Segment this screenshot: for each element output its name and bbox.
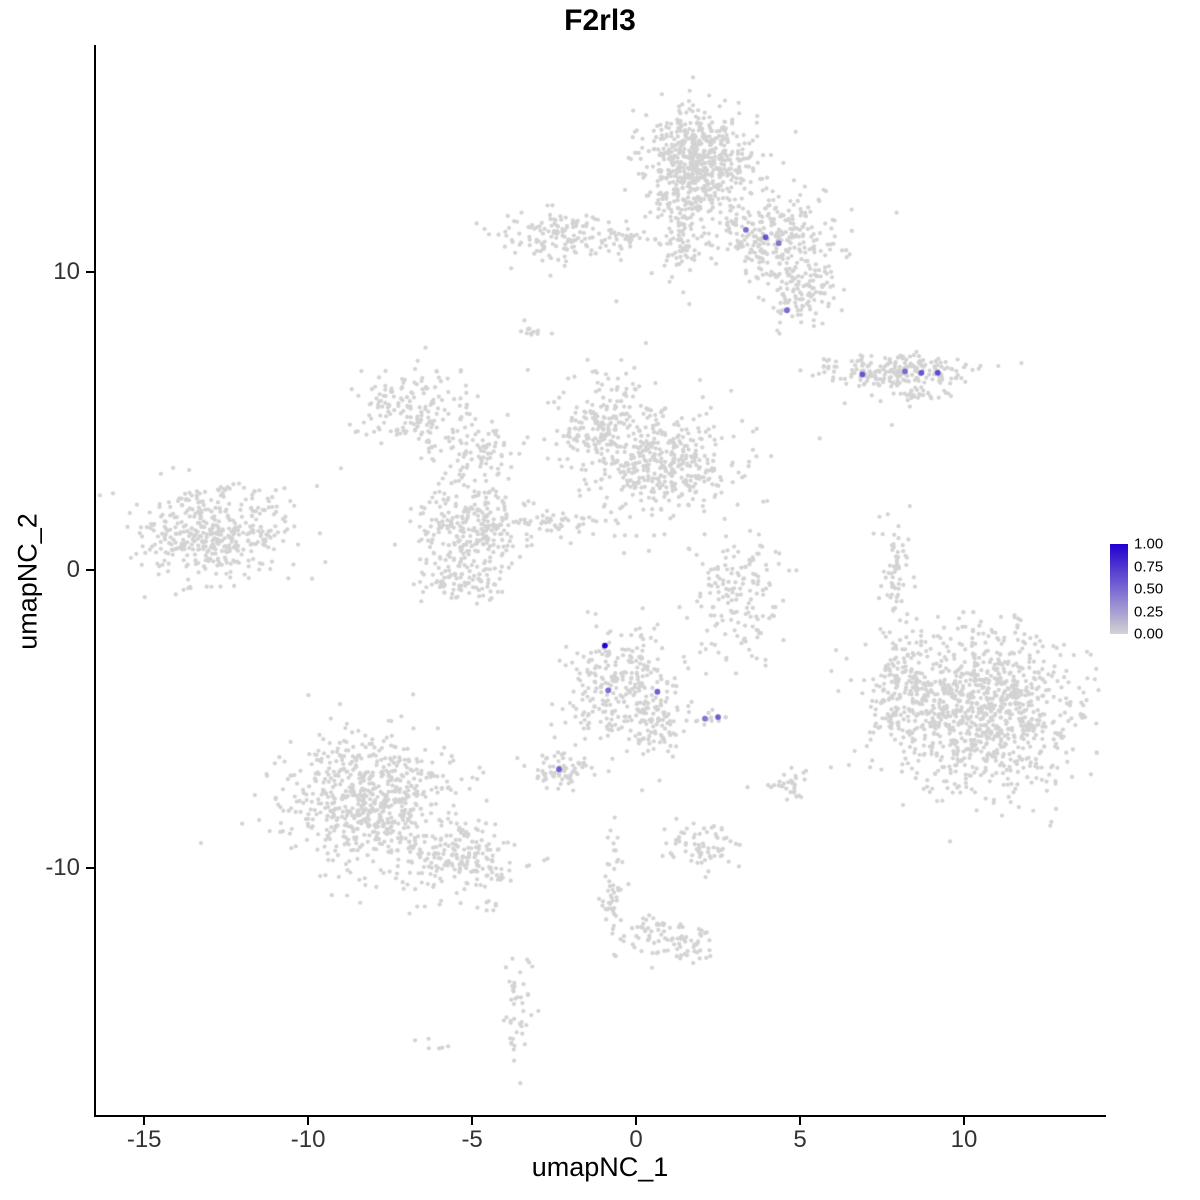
y-tick-mark — [86, 270, 94, 273]
x-tick-label: 0 — [629, 1126, 643, 1153]
x-tick-mark — [307, 1117, 310, 1125]
x-tick-label: -15 — [126, 1126, 162, 1153]
x-axis-line — [94, 1115, 1106, 1117]
y-tick-label: 0 — [66, 555, 80, 583]
y-tick-label: 10 — [53, 257, 80, 285]
x-tick-mark — [471, 1117, 474, 1125]
legend-tick-label: 0.00 — [1134, 625, 1164, 643]
legend-tick-label: 0.25 — [1134, 603, 1164, 620]
x-tick-label: -10 — [290, 1126, 326, 1153]
x-tick-label: 10 — [950, 1126, 978, 1153]
y-axis-title: umapNC_2 — [12, 513, 43, 650]
y-axis-line — [94, 45, 96, 1117]
legend-tick-label: 0.50 — [1134, 580, 1164, 598]
expression-legend: 1.00 0.75 0.50 0.25 0.00 — [1110, 536, 1198, 643]
x-tick-mark — [962, 1117, 965, 1125]
y-tick-mark — [86, 866, 94, 869]
legend-tick-label: 0.75 — [1134, 558, 1164, 575]
x-tick-mark — [143, 1117, 146, 1125]
legend-tick-label: 1.00 — [1134, 535, 1164, 553]
x-tick-label: -5 — [461, 1126, 483, 1153]
x-tick-mark — [799, 1117, 802, 1125]
x-axis-title: umapNC_1 — [531, 1152, 669, 1182]
x-tick-mark — [635, 1117, 638, 1125]
x-tick-label: 5 — [793, 1126, 807, 1153]
y-tick-label: -10 — [45, 853, 80, 881]
y-tick-mark — [86, 568, 94, 571]
legend-gradient-bar — [1110, 544, 1128, 634]
